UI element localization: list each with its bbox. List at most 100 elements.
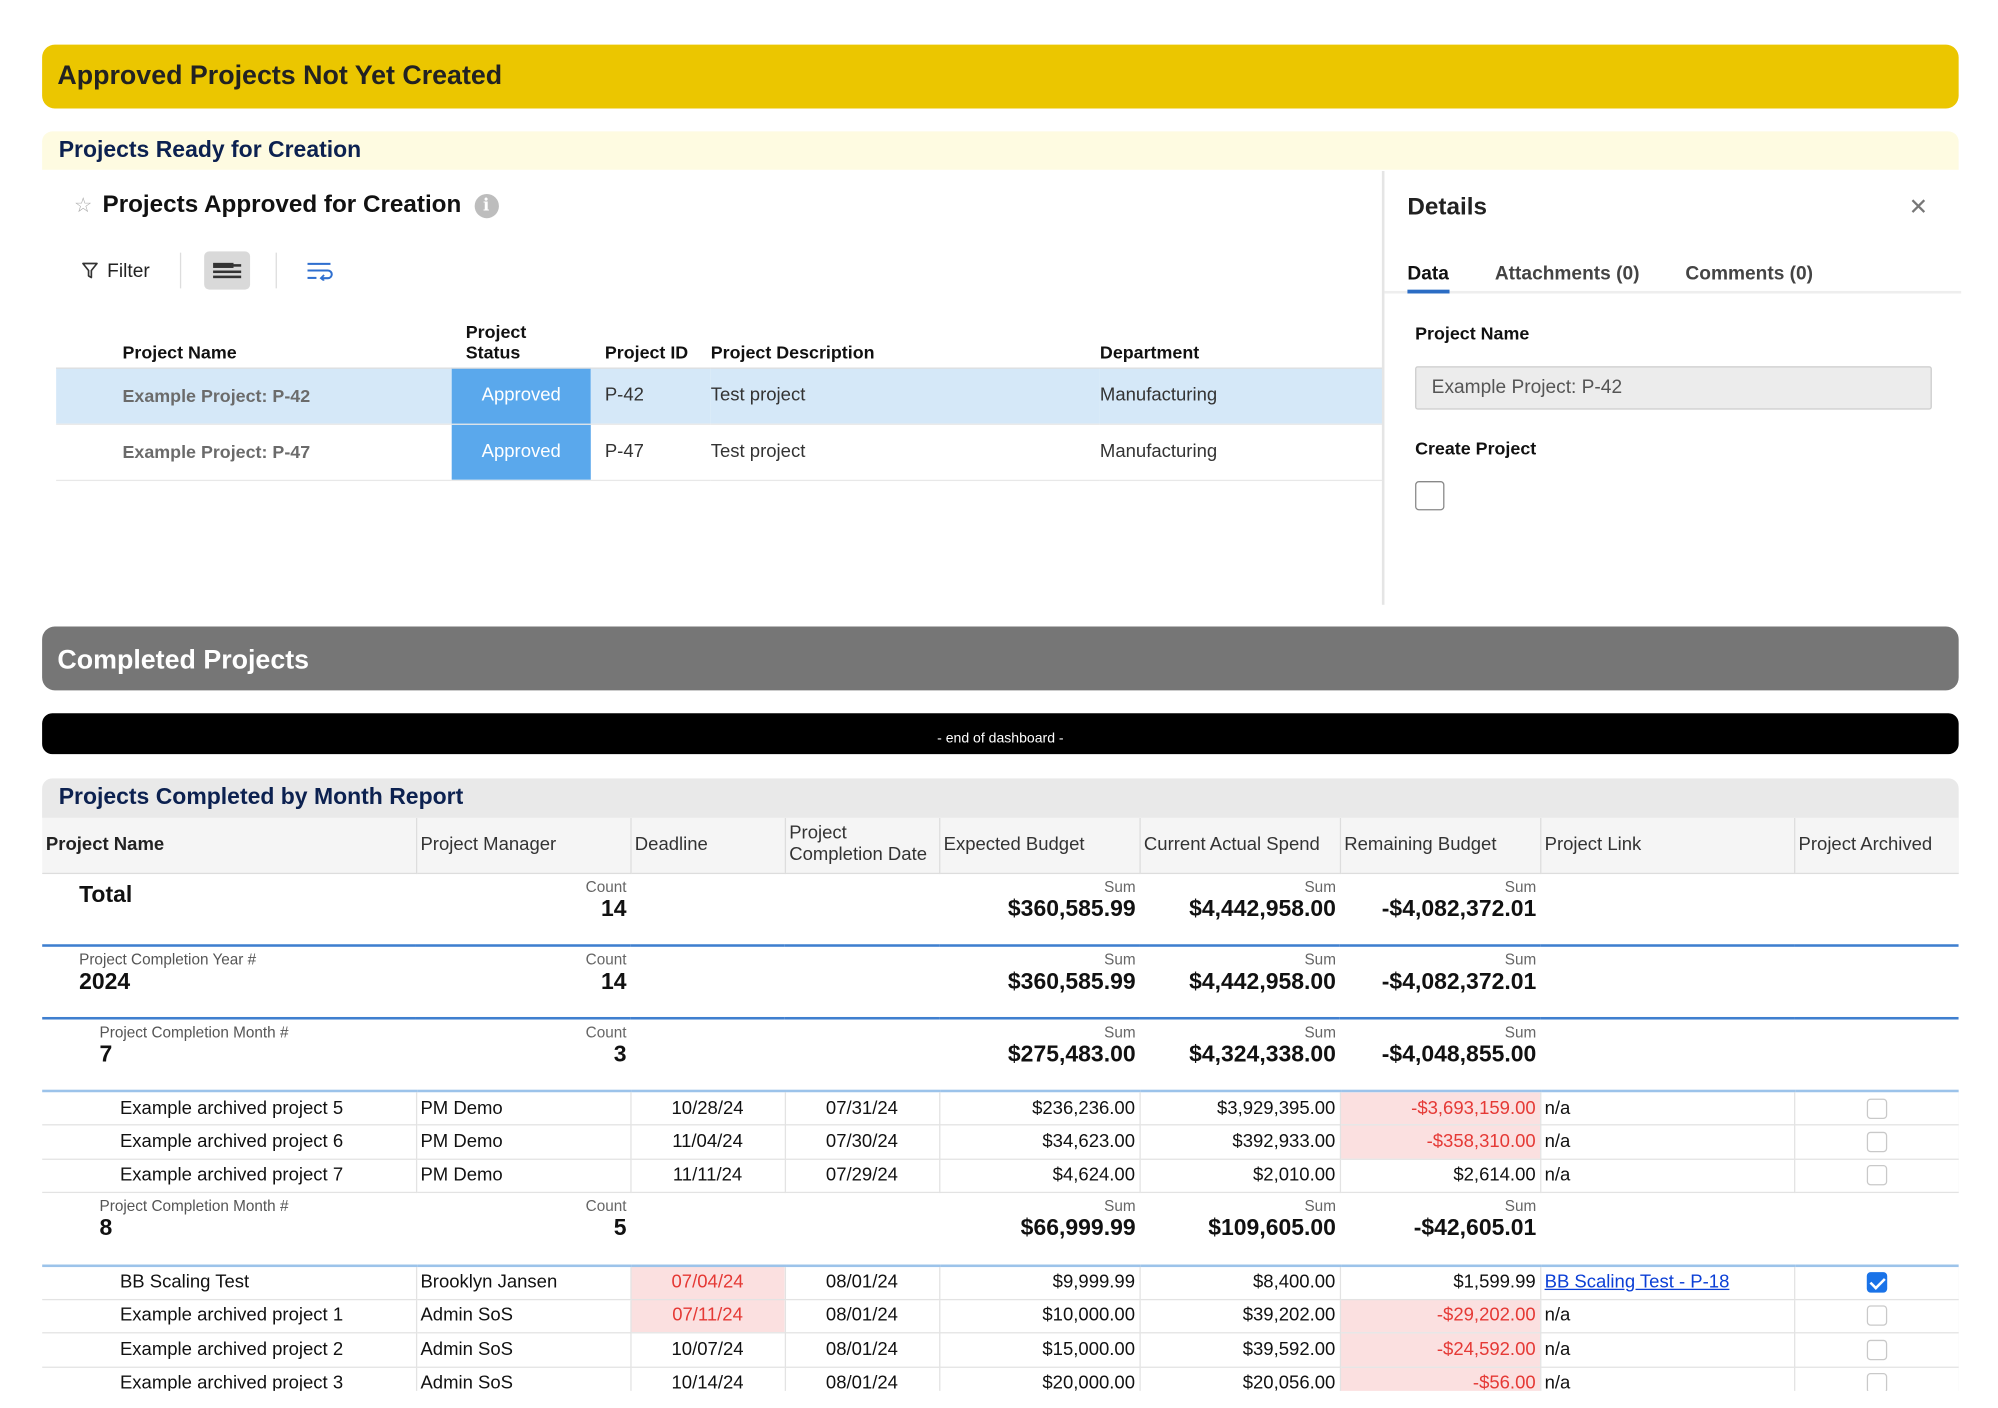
table-row[interactable]: Example archived project 1 Admin SoS 07/… <box>42 1298 1959 1334</box>
cell-archived[interactable] <box>1794 1366 1959 1391</box>
col-header-project-name[interactable]: Project Name <box>56 313 452 369</box>
cell-deadline[interactable]: 11/04/24 <box>630 1124 786 1160</box>
cell-remaining-budget[interactable]: $2,614.00 <box>1339 1158 1541 1194</box>
col-header-project-link[interactable]: Project Link <box>1540 817 1795 874</box>
archived-checkbox[interactable] <box>1866 1131 1887 1153</box>
cell-deadline[interactable]: 07/11/24 <box>630 1298 786 1334</box>
table-row[interactable]: Example Project: P-47 Approved P-47 Test… <box>56 423 1384 481</box>
cell-project-manager[interactable]: Brooklyn Jansen <box>415 1265 631 1300</box>
close-icon[interactable]: ✕ <box>1908 193 1929 220</box>
create-project-checkbox[interactable] <box>1415 481 1445 511</box>
cell-completion-date[interactable]: 07/31/24 <box>784 1090 940 1126</box>
cell-archived[interactable] <box>1794 1158 1959 1194</box>
cell-project-name[interactable]: Example archived project 6 <box>42 1124 417 1160</box>
col-header-remaining-budget[interactable]: Remaining Budget <box>1339 817 1541 874</box>
archived-checkbox[interactable] <box>1866 1339 1887 1360</box>
cell-project-description[interactable]: Test project <box>710 367 1100 425</box>
cell-actual-spend[interactable]: $39,592.00 <box>1139 1332 1341 1368</box>
table-row[interactable]: Example archived project 3 Admin SoS 10/… <box>42 1366 1959 1391</box>
table-row[interactable]: Example archived project 5 PM Demo 10/28… <box>42 1090 1959 1126</box>
cell-department[interactable]: Manufacturing <box>1099 367 1384 425</box>
col-header-deadline[interactable]: Deadline <box>630 817 786 874</box>
col-header-expected-budget[interactable]: Expected Budget <box>939 817 1141 874</box>
cell-project-name[interactable]: Example archived project 7 <box>42 1158 417 1194</box>
archived-checkbox[interactable] <box>1866 1098 1887 1119</box>
filter-button[interactable]: Filter <box>79 255 152 287</box>
cell-project-id[interactable]: P-47 <box>590 423 711 481</box>
status-badge[interactable]: Approved <box>451 423 591 481</box>
tab-data[interactable]: Data <box>1407 263 1449 294</box>
cell-expected-budget[interactable]: $9,999.99 <box>939 1265 1141 1300</box>
col-header-project-description[interactable]: Project Description <box>710 313 1100 369</box>
cell-actual-spend[interactable]: $3,929,395.00 <box>1139 1090 1341 1126</box>
col-header-project-id[interactable]: Project ID <box>590 313 711 369</box>
cell-expected-budget[interactable]: $20,000.00 <box>939 1366 1141 1391</box>
col-header-actual-spend[interactable]: Current Actual Spend <box>1139 817 1341 874</box>
star-icon[interactable]: ☆ <box>74 195 93 217</box>
cell-deadline[interactable]: 10/14/24 <box>630 1366 786 1391</box>
month-group-row[interactable]: Project Completion Month # 8 Count 5 Sum… <box>42 1192 1959 1267</box>
cell-project-manager[interactable]: Admin SoS <box>415 1366 631 1391</box>
cell-actual-spend[interactable]: $20,056.00 <box>1139 1366 1341 1391</box>
project-link[interactable]: BB Scaling Test - P-18 <box>1544 1272 1730 1293</box>
cell-remaining-budget[interactable]: -$56.00 <box>1339 1366 1541 1391</box>
cell-project-name[interactable]: Example archived project 3 <box>42 1366 417 1391</box>
archived-checkbox[interactable] <box>1866 1272 1887 1293</box>
cell-project-manager[interactable]: Admin SoS <box>415 1298 631 1334</box>
cell-completion-date[interactable]: 08/01/24 <box>784 1265 940 1300</box>
cell-project-link[interactable]: n/a <box>1540 1124 1795 1160</box>
cell-deadline[interactable]: 07/04/24 <box>630 1265 786 1300</box>
cell-remaining-budget[interactable]: -$24,592.00 <box>1339 1332 1541 1368</box>
cell-completion-date[interactable]: 08/01/24 <box>784 1332 940 1368</box>
cell-archived[interactable] <box>1794 1265 1959 1300</box>
cell-project-link[interactable]: n/a <box>1540 1366 1795 1391</box>
cell-archived[interactable] <box>1794 1332 1959 1368</box>
cell-completion-date[interactable]: 07/29/24 <box>784 1158 940 1194</box>
table-row[interactable]: Example archived project 6 PM Demo 11/04… <box>42 1124 1959 1160</box>
cell-archived[interactable] <box>1794 1124 1959 1160</box>
cell-actual-spend[interactable]: $8,400.00 <box>1139 1265 1341 1300</box>
cell-project-name[interactable]: Example archived project 5 <box>42 1090 417 1126</box>
cell-project-name[interactable]: Example archived project 2 <box>42 1332 417 1368</box>
cell-archived[interactable] <box>1794 1090 1959 1126</box>
cell-project-name[interactable]: Example Project: P-47 <box>56 423 452 481</box>
cell-expected-budget[interactable]: $4,624.00 <box>939 1158 1141 1194</box>
cell-expected-budget[interactable]: $236,236.00 <box>939 1090 1141 1126</box>
archived-checkbox[interactable] <box>1866 1165 1887 1186</box>
cell-department[interactable]: Manufacturing <box>1099 423 1384 481</box>
cell-project-manager[interactable]: PM Demo <box>415 1158 631 1194</box>
cell-completion-date[interactable]: 07/30/24 <box>784 1124 940 1160</box>
cell-project-name[interactable]: BB Scaling Test <box>42 1265 417 1300</box>
cell-remaining-budget[interactable]: -$358,310.00 <box>1339 1124 1541 1160</box>
info-icon[interactable]: i <box>474 193 499 218</box>
tab-attachments[interactable]: Attachments (0) <box>1494 262 1640 285</box>
cell-project-manager[interactable]: PM Demo <box>415 1124 631 1160</box>
cell-remaining-budget[interactable]: -$29,202.00 <box>1339 1298 1541 1334</box>
table-row[interactable]: BB Scaling Test Brooklyn Jansen 07/04/24… <box>42 1265 1959 1300</box>
table-row[interactable]: Example Project: P-42 Approved P-42 Test… <box>56 367 1384 425</box>
tab-comments[interactable]: Comments (0) <box>1685 262 1814 285</box>
cell-completion-date[interactable]: 08/01/24 <box>784 1366 940 1391</box>
cell-archived[interactable] <box>1794 1298 1959 1334</box>
wrap-text-button[interactable] <box>298 251 344 289</box>
project-name-field[interactable]: Example Project: P-42 <box>1415 366 1932 410</box>
col-header-project-manager[interactable]: Project Manager <box>415 817 631 874</box>
archived-checkbox[interactable] <box>1866 1373 1887 1391</box>
archived-checkbox[interactable] <box>1866 1305 1887 1327</box>
cell-remaining-budget[interactable]: -$3,693,159.00 <box>1339 1090 1541 1126</box>
col-header-project-status[interactable]: Project Status <box>451 313 591 369</box>
cell-actual-spend[interactable]: $392,933.00 <box>1139 1124 1341 1160</box>
cell-expected-budget[interactable]: $15,000.00 <box>939 1332 1141 1368</box>
cell-project-link[interactable]: n/a <box>1540 1158 1795 1194</box>
cell-deadline[interactable]: 10/07/24 <box>630 1332 786 1368</box>
cell-remaining-budget[interactable]: $1,599.99 <box>1339 1265 1541 1300</box>
table-row[interactable]: Example archived project 2 Admin SoS 10/… <box>42 1332 1959 1368</box>
cell-project-name[interactable]: Example archived project 1 <box>42 1298 417 1334</box>
cell-expected-budget[interactable]: $34,623.00 <box>939 1124 1141 1160</box>
cell-project-manager[interactable]: PM Demo <box>415 1090 631 1126</box>
cell-project-description[interactable]: Test project <box>710 423 1100 481</box>
cell-project-link[interactable]: BB Scaling Test - P-18 <box>1540 1265 1795 1300</box>
row-height-button[interactable] <box>204 251 251 290</box>
cell-deadline[interactable]: 10/28/24 <box>630 1090 786 1126</box>
month-group-row[interactable]: Project Completion Month # 7 Count 3 Sum… <box>42 1018 1959 1093</box>
